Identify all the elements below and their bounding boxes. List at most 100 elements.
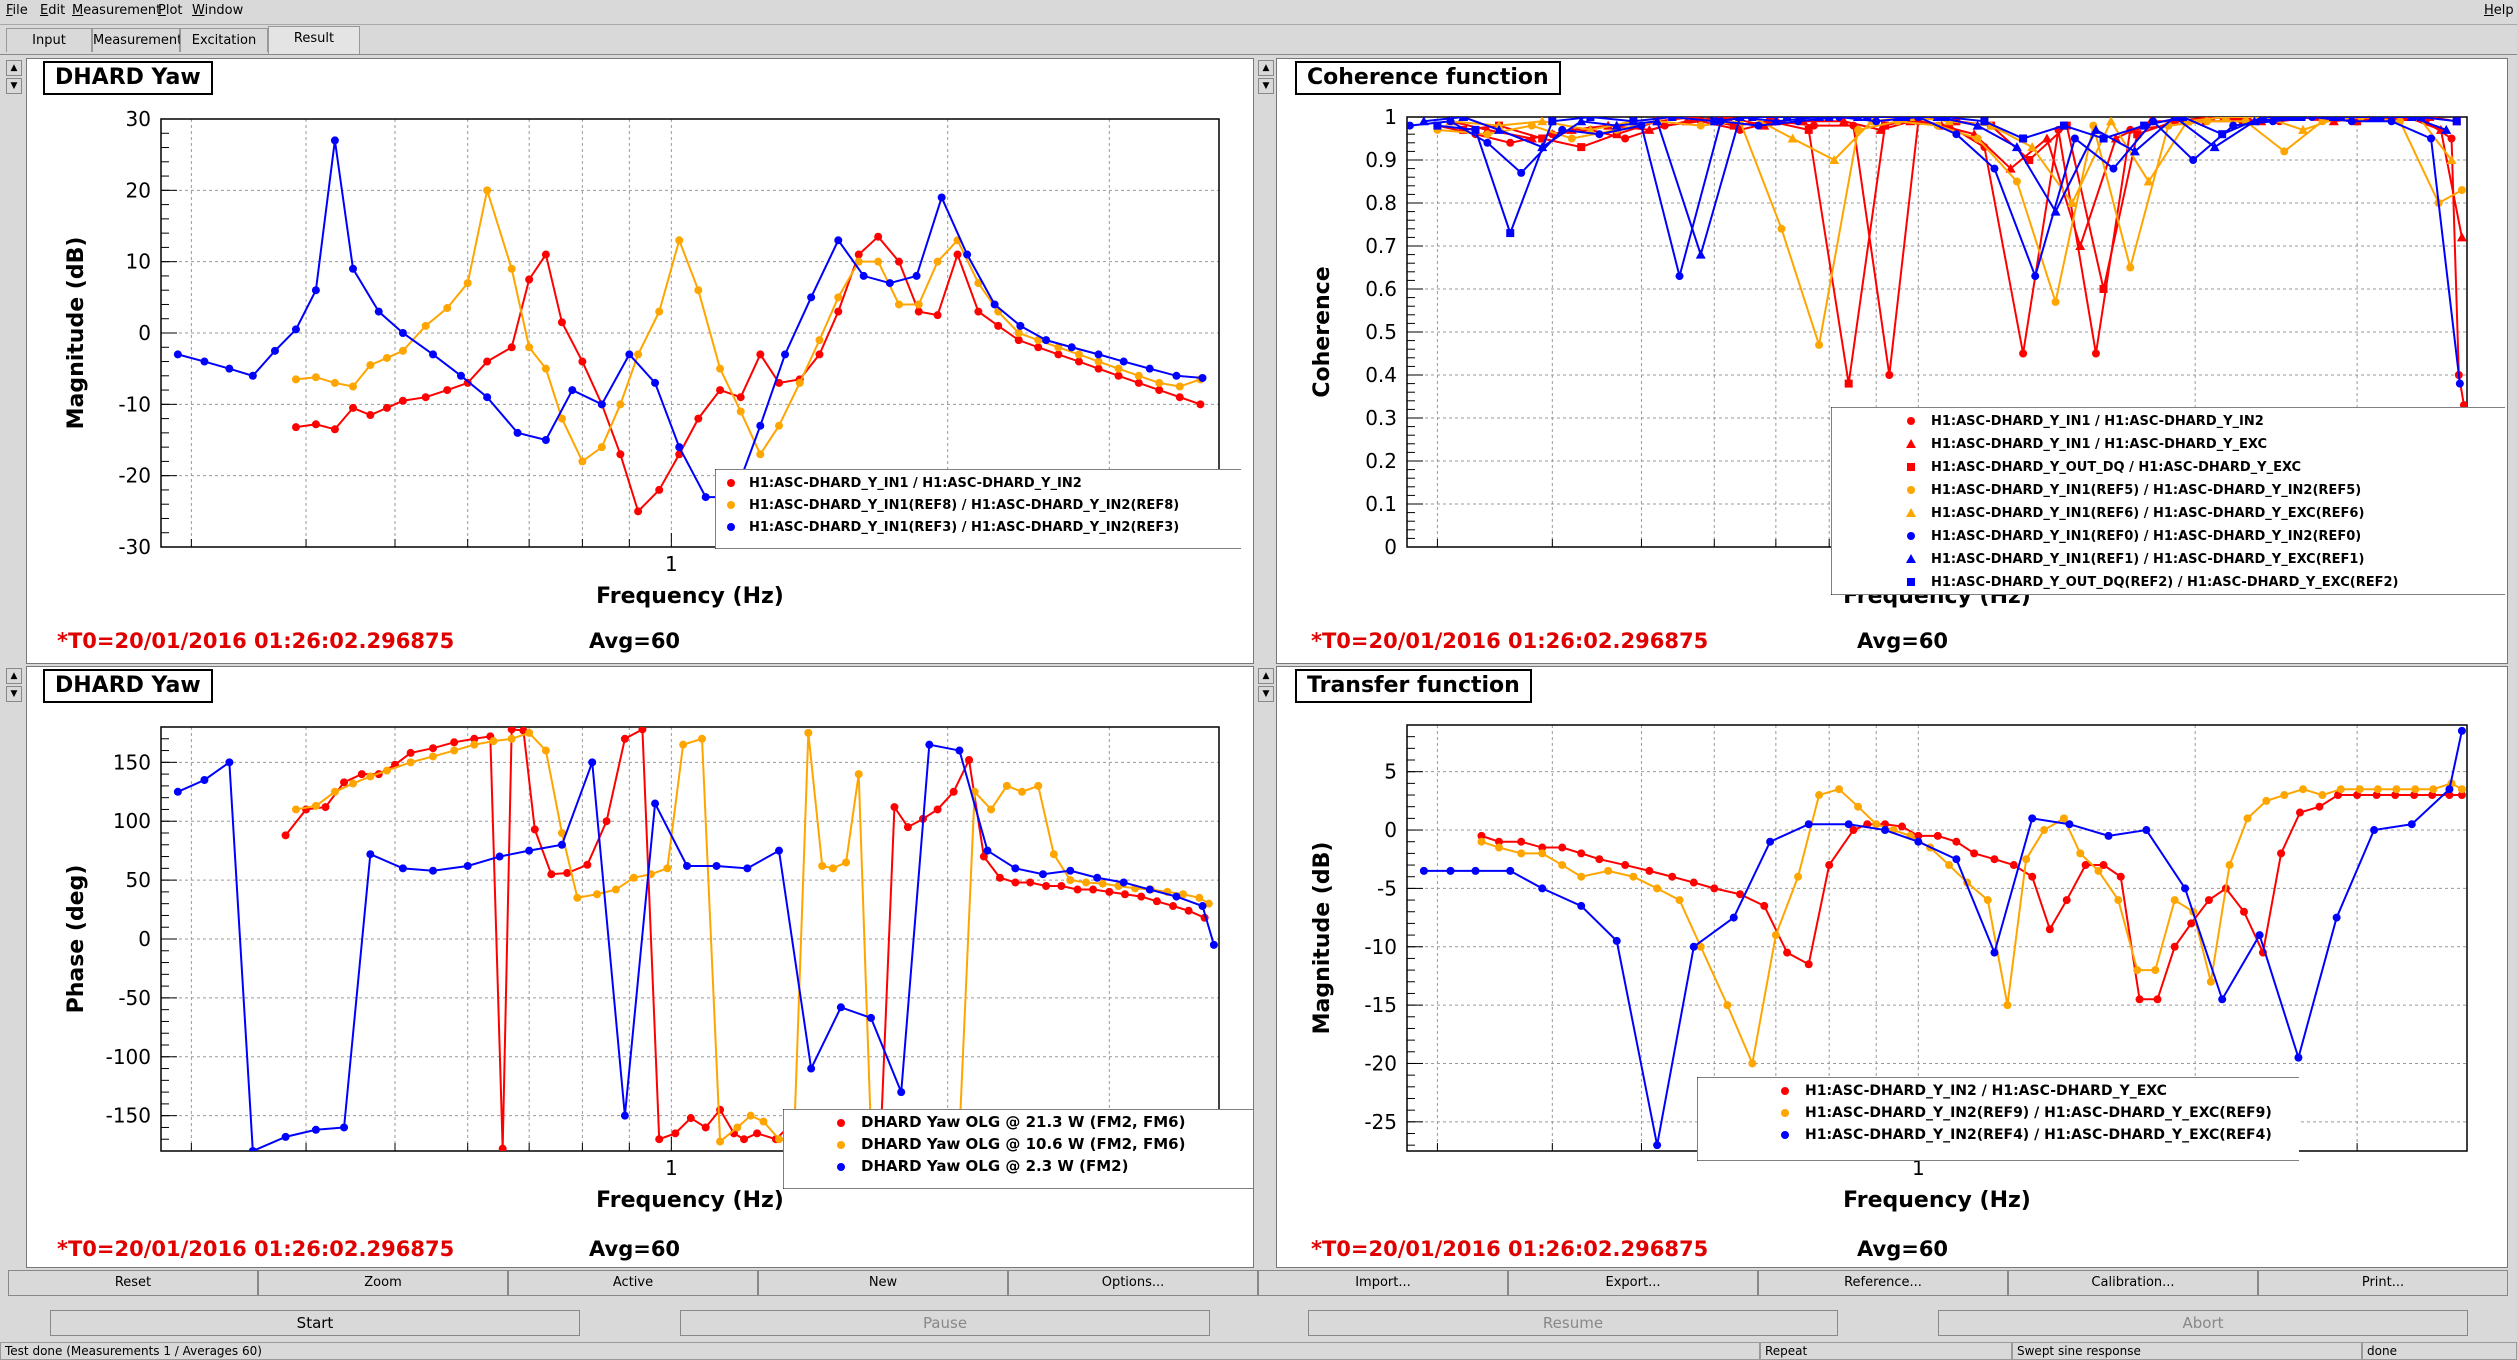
data-point	[859, 271, 868, 280]
menu-bar: File Edit Measurement Plot Window Help	[0, 0, 2517, 25]
data-point	[498, 1144, 507, 1151]
data-point	[225, 758, 234, 767]
data-point	[1849, 826, 1858, 835]
tab-result[interactable]: Result	[268, 26, 360, 54]
export-button[interactable]: Export...	[1508, 1270, 1758, 1296]
data-point	[716, 1105, 725, 1114]
coherence-chart[interactable]: 00.10.20.30.40.50.60.70.80.911Frequency …	[1277, 59, 2509, 665]
panel-4-up-arrow[interactable]: ▲	[1258, 668, 1274, 684]
tab-measurement[interactable]: Measurement	[92, 28, 182, 52]
data-point	[541, 250, 550, 259]
data-point	[854, 770, 863, 779]
plot-panel-coherence[interactable]: 00.10.20.30.40.50.60.70.80.911Frequency …	[1276, 58, 2508, 664]
data-point	[1577, 143, 1586, 152]
data-point	[974, 279, 983, 288]
data-point	[1863, 117, 1872, 121]
panel-2-up-arrow[interactable]: ▲	[1258, 60, 1274, 76]
panel-1-down-arrow[interactable]: ▼	[6, 78, 22, 94]
print-button[interactable]: Print...	[2258, 1270, 2508, 1296]
active-button[interactable]: Active	[508, 1270, 758, 1296]
data-point	[330, 787, 339, 796]
data-point	[2040, 826, 2049, 835]
data-point	[1577, 849, 1586, 858]
phase-chart[interactable]: -150 -100 -50 0 50 100 150 1 Frequency (Hz) Phase…	[27, 667, 1255, 1269]
transfer-chart[interactable]: -25 -20 -15 -10 -5 0 5 1 Frequency (Hz) Magnitude…	[1277, 667, 2509, 1269]
data-point	[933, 311, 942, 320]
data-point	[1074, 357, 1083, 366]
import-button[interactable]: Import...	[1258, 1270, 1508, 1296]
plot-panel-magnitude[interactable]: -30 -20 -10 0 10 20 30 1 Frequency (Hz) Magnitude…	[26, 58, 1254, 664]
data-point	[541, 746, 550, 755]
start-button[interactable]: Start	[50, 1310, 580, 1336]
data-point	[1872, 117, 1881, 126]
panel-4-down-arrow[interactable]: ▼	[1258, 686, 1274, 702]
panel-3-down-arrow[interactable]: ▼	[6, 686, 22, 702]
panel-1-up-arrow[interactable]: ▲	[6, 60, 22, 76]
resume-button[interactable]: Resume	[1308, 1310, 1838, 1336]
data-point	[1586, 117, 1595, 121]
data-point	[2067, 198, 2078, 207]
magnitude-chart[interactable]: -30 -20 -10 0 10 20 30 1 Frequency (Hz) Magnitude…	[27, 59, 1255, 665]
data-point	[716, 386, 725, 395]
calibration-button[interactable]: Calibration...	[2008, 1270, 2258, 1296]
y-tick-label: -5	[1377, 876, 1397, 900]
plot-panel-phase[interactable]: -150 -100 -50 0 50 100 150 1 Frequency (Hz) Phase…	[26, 666, 1254, 1268]
data-point	[616, 400, 625, 409]
plot-panel-transfer[interactable]: -25 -20 -15 -10 -5 0 5 1 Frequency (Hz) Magnitude…	[1276, 666, 2508, 1268]
data-point	[1794, 872, 1803, 881]
menu-plot[interactable]: Plot	[158, 3, 183, 18]
data-point	[1458, 117, 1469, 121]
tab-input[interactable]: Input	[6, 28, 92, 52]
menu-file[interactable]: File	[6, 3, 28, 18]
data-point	[2280, 147, 2289, 156]
data-point	[1538, 843, 1547, 852]
pause-button[interactable]: Pause	[680, 1310, 1210, 1336]
data-point	[836, 1003, 845, 1012]
data-point	[1902, 117, 1911, 121]
data-point	[366, 411, 375, 420]
data-point	[357, 770, 366, 779]
data-point	[2225, 861, 2234, 870]
data-point	[1119, 357, 1128, 366]
data-point	[1729, 913, 1738, 922]
data-point	[2140, 121, 2149, 130]
data-point	[495, 852, 504, 861]
panel-2-down-arrow[interactable]: ▼	[1258, 78, 1274, 94]
menu-help[interactable]: Help	[2484, 3, 2514, 18]
menu-edit[interactable]: Edit	[40, 3, 66, 18]
panel-3-up-arrow[interactable]: ▲	[6, 668, 22, 684]
data-point	[1483, 138, 1492, 147]
data-point	[225, 364, 234, 373]
legend-entry: H1:ASC-DHARD_Y_OUT_DQ / H1:ASC-DHARD_Y_E…	[1931, 460, 2301, 475]
data-point	[349, 264, 358, 273]
data-point	[1941, 117, 1950, 121]
data-point	[1952, 855, 1961, 864]
data-point	[1689, 878, 1698, 887]
new-button[interactable]: New	[758, 1270, 1008, 1296]
reset-button[interactable]: Reset	[8, 1270, 258, 1296]
y-axis-label: Magnitude (dB)	[64, 237, 89, 430]
data-point	[694, 414, 703, 423]
data-point	[1105, 887, 1114, 896]
panel-title: DHARD Yaw	[43, 61, 213, 95]
zoom-button[interactable]: Zoom	[258, 1270, 508, 1296]
data-point	[2094, 866, 2103, 875]
menu-window[interactable]: Window	[192, 3, 244, 18]
data-point	[1710, 117, 1719, 126]
abort-button[interactable]: Abort	[1938, 1310, 2468, 1336]
data-point	[1145, 364, 1154, 373]
data-point	[568, 386, 577, 395]
data-point	[914, 300, 923, 309]
y-tick-label: 5	[1384, 760, 1397, 784]
data-point	[1418, 117, 1429, 126]
y-tick-label: 0.2	[1365, 449, 1397, 473]
data-point	[2187, 919, 2196, 928]
data-point	[398, 346, 407, 355]
data-point	[1577, 901, 1586, 910]
t0-timestamp: *T0=20/01/2016 01:26:02.296875	[1311, 1237, 1709, 1261]
tab-excitation[interactable]: Excitation	[180, 28, 268, 52]
menu-measurement[interactable]: Measurement	[72, 3, 162, 18]
series-line	[177, 140, 1203, 499]
options-button[interactable]: Options...	[1008, 1270, 1258, 1296]
reference-button[interactable]: Reference...	[1758, 1270, 2008, 1296]
